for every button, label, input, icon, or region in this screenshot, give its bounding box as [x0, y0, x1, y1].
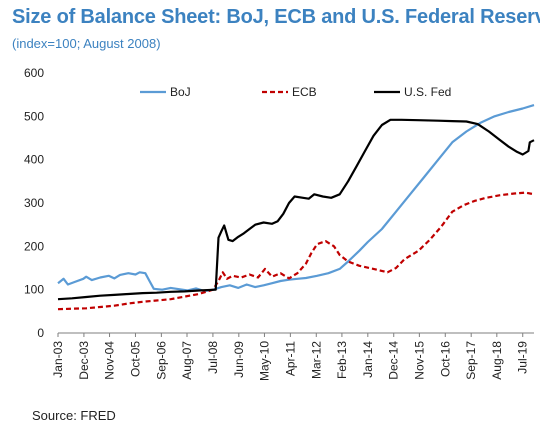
legend-label-0: BoJ	[170, 85, 191, 99]
x-tick-label: Dec-03	[77, 341, 91, 380]
x-tick-label: Jul-19	[516, 341, 530, 374]
series-line-2	[57, 118, 535, 301]
legend-label-2: U.S. Fed	[404, 85, 451, 99]
x-tick-label: Sep-17	[464, 341, 478, 380]
x-tick-label: Mar-12	[309, 341, 323, 379]
x-tick-label: Feb-13	[335, 341, 349, 379]
y-tick-label: 0	[37, 326, 44, 340]
x-tick-label: May-10	[257, 341, 271, 381]
series-line-0	[57, 104, 535, 293]
x-tick-label: Apr-11	[283, 341, 297, 376]
x-tick-label: Oct-16	[438, 341, 452, 377]
x-tick-label: Jul-08	[206, 341, 220, 374]
y-tick-label: 600	[24, 66, 44, 80]
x-tick-label: Aug-07	[180, 341, 194, 380]
legend-label-1: ECB	[292, 85, 317, 99]
x-tick-label: Jan-03	[51, 341, 65, 378]
y-tick-label: 500	[24, 109, 44, 123]
x-tick-label: Aug-18	[490, 341, 504, 380]
x-tick-label: Nov-15	[412, 341, 426, 380]
chart-title: Size of Balance Sheet: BoJ, ECB and U.S.…	[12, 6, 540, 28]
y-tick-label: 100	[24, 283, 44, 297]
x-tick-label: Sep-06	[154, 341, 168, 380]
x-tick-label: Dec-14	[387, 341, 401, 380]
x-tick-label: Nov-04	[103, 341, 117, 380]
source-note: Source: FRED	[32, 408, 116, 423]
y-tick-label: 400	[24, 153, 44, 167]
x-tick-label: Oct-05	[128, 341, 142, 377]
series-line-1	[57, 191, 535, 311]
x-tick-label: Jan-14	[361, 341, 375, 378]
x-tick-label: Jun-09	[232, 341, 246, 378]
y-tick-label: 300	[24, 196, 44, 210]
chart-subtitle: (index=100; August 2008)	[12, 36, 161, 51]
y-tick-label: 200	[24, 239, 44, 253]
